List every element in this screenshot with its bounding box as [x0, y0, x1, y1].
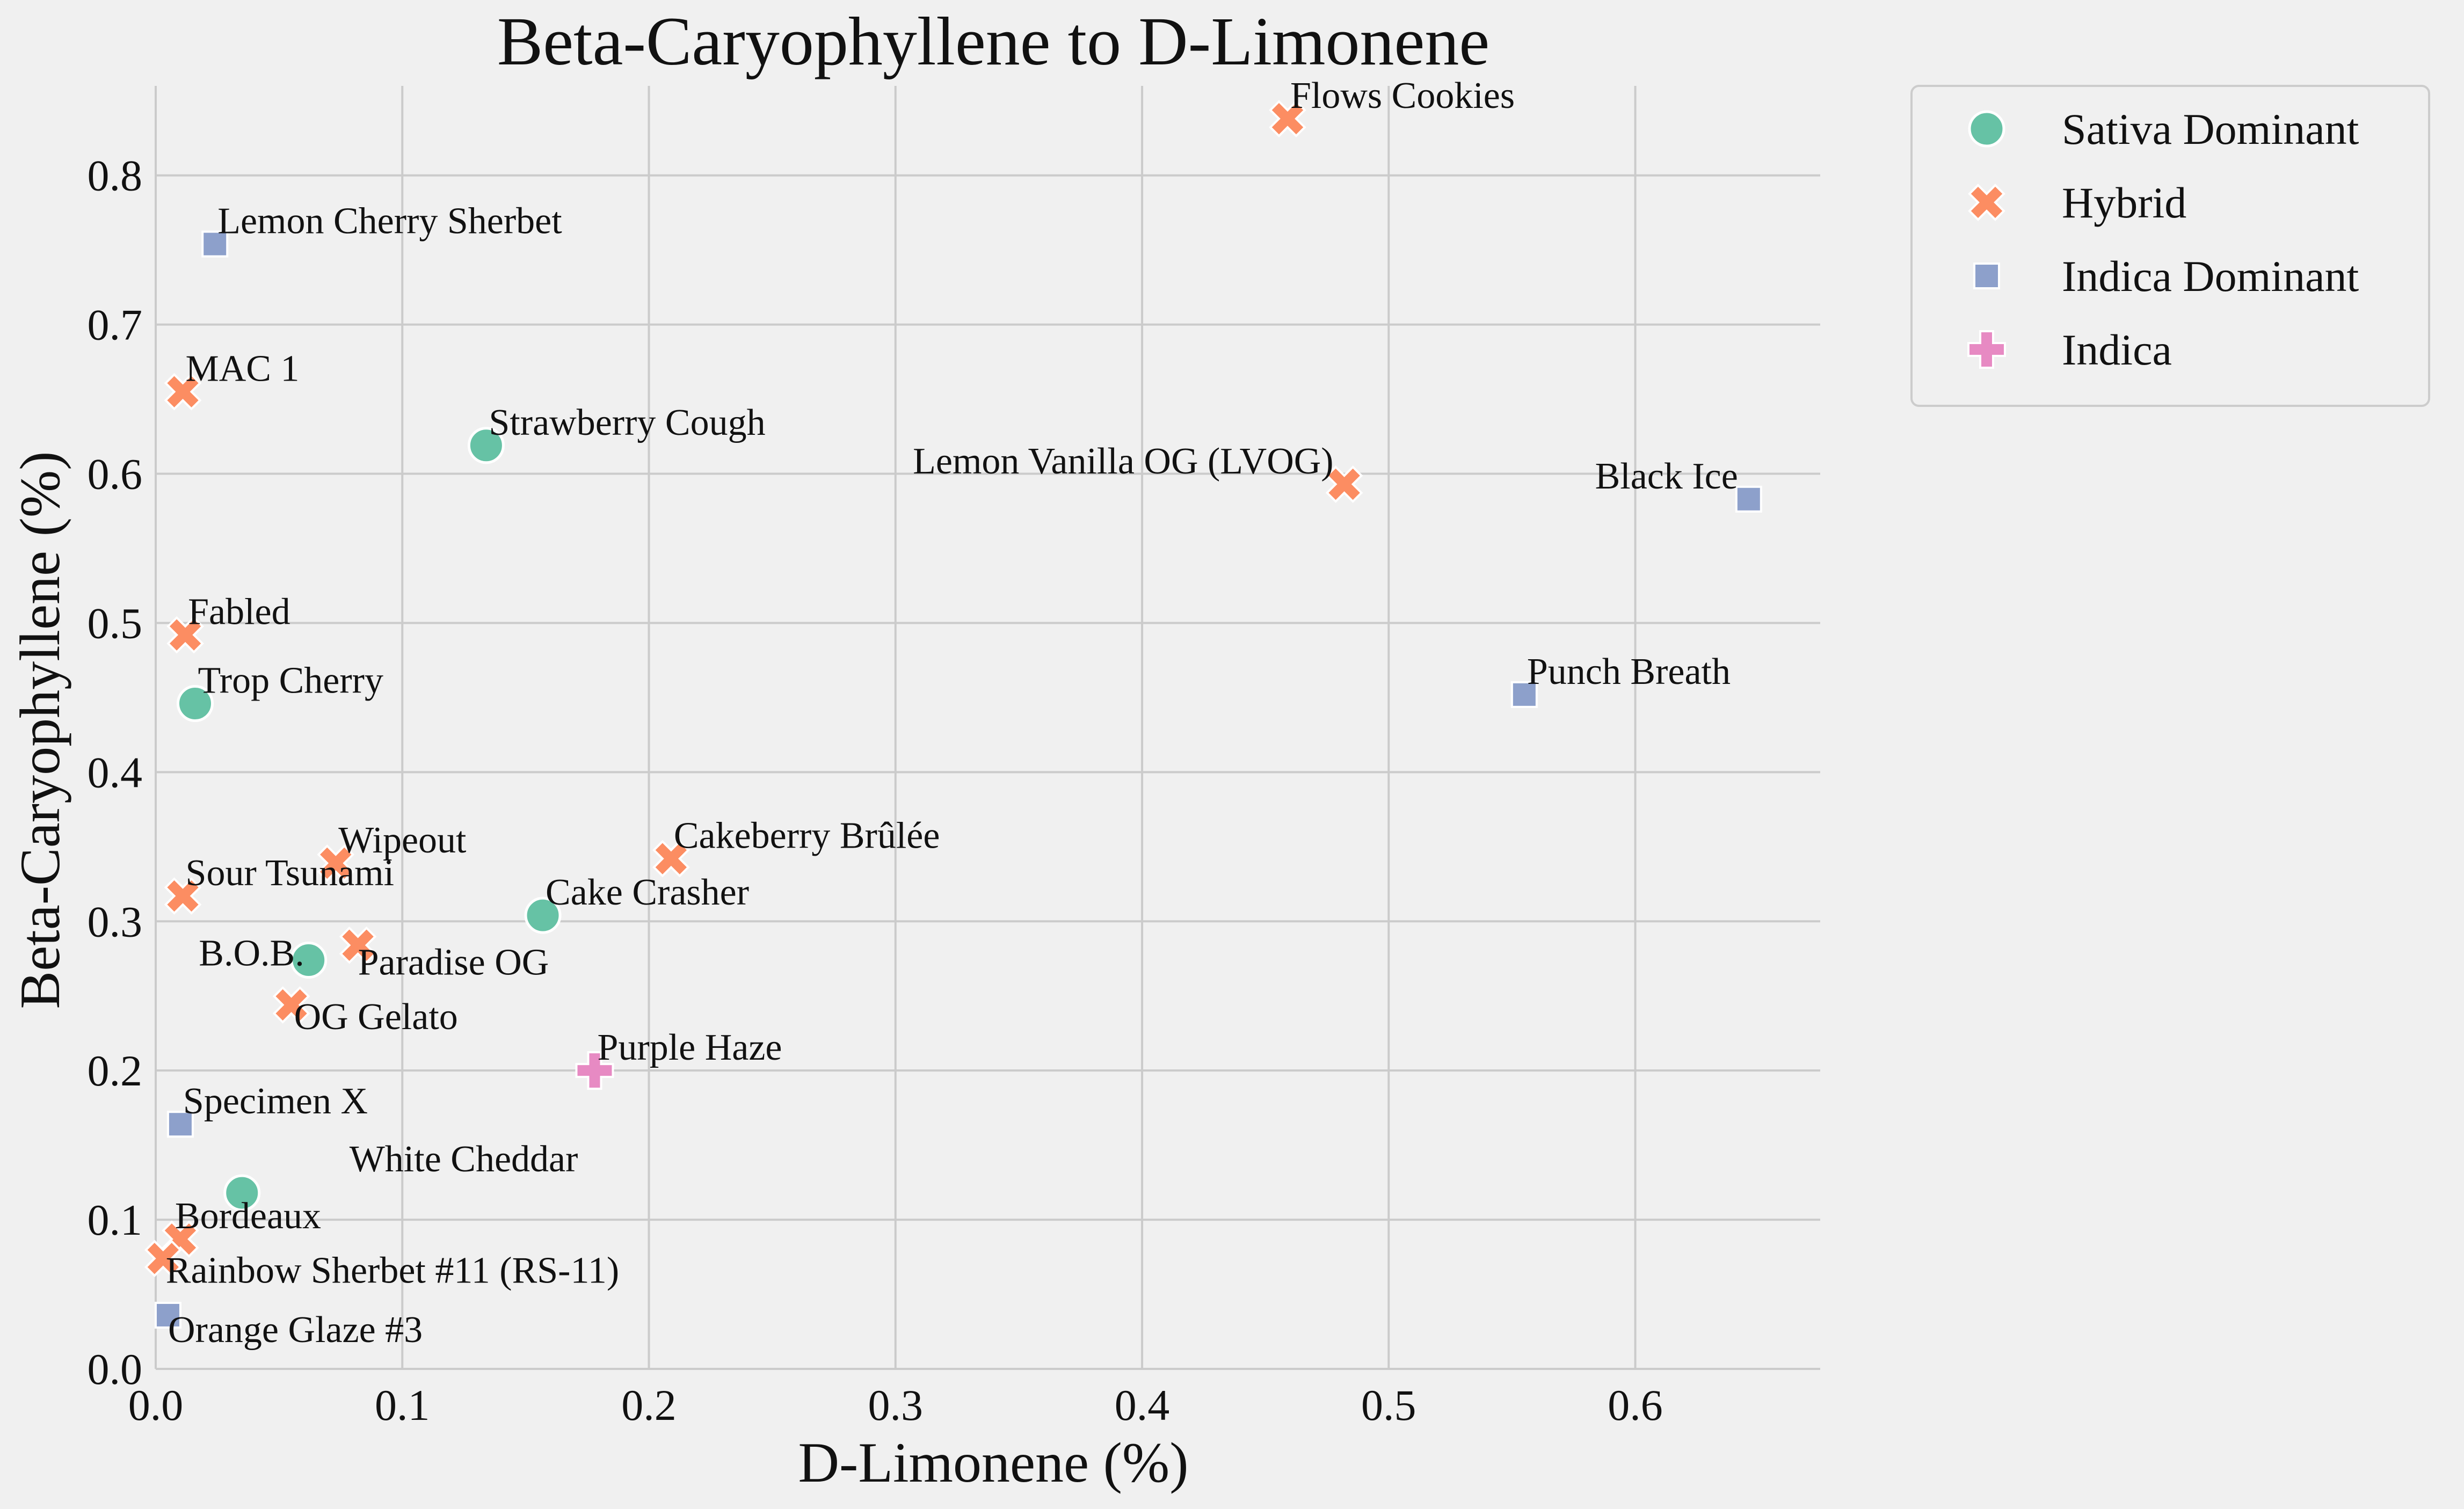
data-point	[339, 926, 377, 964]
point-label: Orange Glaze #3	[168, 1309, 423, 1351]
x-axis-label: D-Limonene (%)	[798, 1431, 1189, 1494]
point-label: Cakeberry Brûlée	[674, 815, 940, 857]
legend-entry: Sativa Dominant	[2062, 105, 2359, 154]
point-label: Lemon Vanilla OG (LVOG)	[913, 441, 1334, 482]
point-label: Strawberry Cough	[489, 402, 765, 443]
data-point	[317, 844, 355, 882]
x-tick-label: 0.1	[375, 1381, 430, 1430]
point-label: Trop Cherry	[198, 660, 383, 702]
point-label: Paradise OG	[358, 942, 549, 983]
legend-marker	[1968, 184, 2005, 221]
data-point	[166, 1111, 194, 1138]
y-tick-label: 0.3	[88, 897, 143, 946]
y-tick-label: 0.5	[88, 599, 143, 647]
point-label: Rainbow Sherbet #11 (RS-11)	[166, 1250, 619, 1291]
grid	[155, 86, 1820, 1370]
point-label: Sour Tsunami	[186, 852, 395, 894]
x-tick-label: 0.5	[1361, 1381, 1416, 1430]
legend-marker	[1968, 110, 2005, 148]
point-label: White Cheddar	[350, 1139, 578, 1180]
data-point	[223, 1174, 261, 1212]
y-tick-label: 0.2	[88, 1046, 143, 1095]
data-point	[144, 1240, 182, 1278]
legend-marker	[1973, 263, 2000, 289]
data-point	[1510, 681, 1538, 708]
data-point	[154, 1301, 181, 1329]
x-tick-label: 0.6	[1608, 1381, 1663, 1430]
y-tick-label: 0.4	[88, 748, 143, 797]
x-tick-label: 0.0	[128, 1381, 184, 1430]
point-label: Specimen X	[183, 1081, 368, 1122]
point-label: Fabled	[188, 592, 290, 633]
data-point	[524, 896, 562, 934]
point-label: Bordeaux	[175, 1195, 321, 1237]
x-tick-label: 0.2	[621, 1381, 677, 1430]
y-tick-label: 0.0	[88, 1345, 143, 1394]
legend-frame	[1910, 85, 2430, 407]
legend-marker	[1967, 330, 2006, 369]
y-tick-label: 0.1	[88, 1195, 143, 1244]
y-tick-label: 0.6	[88, 450, 143, 499]
data-point	[652, 840, 690, 878]
axis-ticks: 0.0 0.1 0.2 0.3 0.4 0.5 0.6 0.0 0.1 0.2 0.3 0.4 0.5 0…	[88, 151, 1663, 1430]
data-point	[575, 1051, 614, 1090]
point-label: Wipeout	[338, 820, 467, 861]
data-point	[1269, 100, 1306, 137]
data-point	[166, 616, 204, 654]
data-point	[272, 986, 310, 1024]
x-tick-label: 0.3	[868, 1381, 924, 1430]
point-label: Punch Breath	[1527, 651, 1731, 692]
data-point	[176, 685, 214, 723]
legend: Sativa Dominant Hybrid Indica Dominant Indi…	[1910, 85, 2430, 407]
data-point	[290, 942, 328, 979]
y-tick-label: 0.8	[88, 151, 143, 200]
data-point	[201, 230, 229, 258]
data-point	[164, 373, 202, 411]
point-label: Cake Crasher	[546, 872, 749, 913]
y-tick-label: 0.7	[88, 301, 143, 349]
point-label: Black Ice	[1595, 456, 1738, 497]
legend-entry: Hybrid	[2062, 178, 2186, 227]
data-points	[144, 100, 1762, 1329]
data-point	[467, 427, 505, 464]
data-point	[164, 877, 202, 915]
point-label: MAC 1	[186, 348, 300, 390]
y-axis-label: Beta-Caryophyllene (%)	[9, 451, 71, 1009]
x-tick-label: 0.4	[1115, 1381, 1170, 1430]
point-label: Flows Cookies	[1290, 75, 1515, 116]
point-label: Lemon Cherry Sherbet	[217, 201, 562, 242]
point-label: Purple Haze	[597, 1027, 782, 1068]
chart-title: Beta-Caryophyllene to D-Limonene	[497, 3, 1489, 79]
point-label: OG Gelato	[294, 996, 458, 1038]
point-label: B.O.B.	[199, 933, 304, 974]
data-point	[1735, 485, 1762, 513]
data-point	[1325, 465, 1363, 503]
legend-entry: Indica	[2062, 325, 2172, 374]
point-labels: Strawberry Cough Trop Cherry Cake Crasher B…	[166, 75, 1738, 1351]
legend-entry: Indica Dominant	[2062, 252, 2359, 301]
